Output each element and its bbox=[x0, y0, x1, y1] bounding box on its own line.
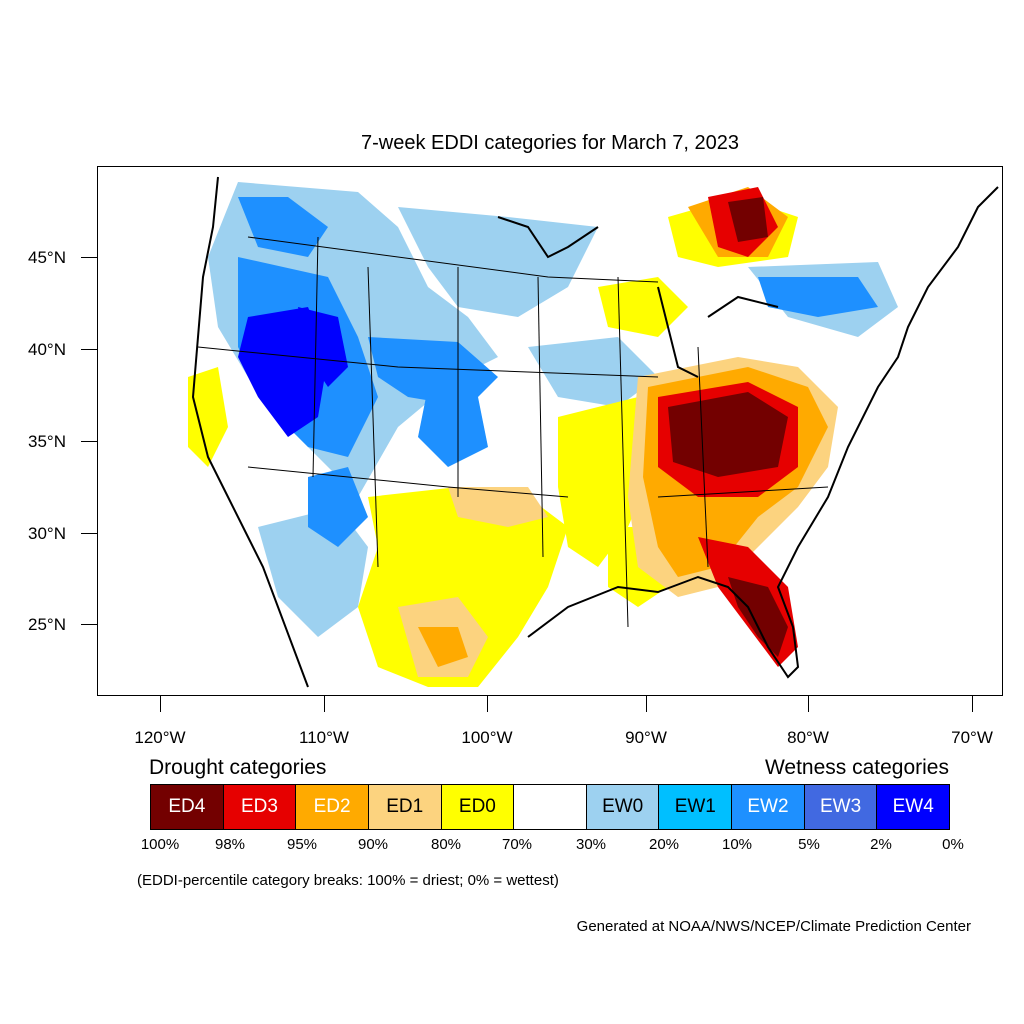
break-label: 20% bbox=[648, 836, 680, 853]
eddi-field bbox=[188, 182, 898, 687]
ed2-south-texas bbox=[418, 627, 468, 667]
break-label: 70% bbox=[501, 836, 533, 853]
lon-tick bbox=[160, 696, 161, 712]
lat-tick bbox=[81, 533, 97, 534]
break-label: 90% bbox=[357, 836, 389, 853]
map-title: 7-week EDDI categories for March 7, 2023 bbox=[361, 132, 739, 154]
ed4-ontario bbox=[728, 197, 768, 242]
lat-label-40: 40°N bbox=[28, 340, 66, 359]
category-colorbar: ED4 ED3 ED2 ED1 ED0 EW0 EW1 EW2 EW3 EW4 bbox=[150, 784, 950, 830]
ew2-wyoming bbox=[368, 337, 498, 407]
legend-swatch-normal bbox=[514, 785, 587, 829]
legend-label-ew3: EW3 bbox=[819, 796, 862, 817]
ed4-tennessee-kentucky bbox=[668, 392, 788, 477]
lon-label-80: 80°W bbox=[787, 728, 829, 747]
ew2-northeast bbox=[758, 277, 878, 317]
legend-swatch-ed0: ED0 bbox=[441, 785, 515, 829]
legend-label-ed3: ED3 bbox=[240, 796, 278, 817]
legend-label-ed4: ED4 bbox=[168, 796, 206, 817]
lon-tick bbox=[487, 696, 488, 712]
break-label: 5% bbox=[798, 836, 820, 853]
legend-swatch-ed3: ED3 bbox=[223, 785, 297, 829]
break-label: 98% bbox=[214, 836, 246, 853]
great-lakes bbox=[497, 216, 779, 378]
legend-label-ed2: ED2 bbox=[313, 796, 351, 817]
state-boundaries bbox=[197, 236, 829, 628]
ew2-colorado bbox=[418, 387, 488, 467]
legend-label-ew4: EW4 bbox=[892, 796, 934, 817]
ew2-nw-coast bbox=[238, 197, 328, 257]
break-label: 95% bbox=[286, 836, 318, 853]
legend-swatch-ew3: EW3 bbox=[804, 785, 878, 829]
ed0-west-coast bbox=[188, 367, 228, 467]
legend-label-ew0: EW0 bbox=[602, 796, 644, 817]
lat-label-25: 25°N bbox=[28, 615, 66, 634]
lat-tick bbox=[81, 349, 97, 350]
lat-label-35: 35°N bbox=[28, 432, 66, 451]
ed4-florida bbox=[728, 577, 788, 657]
legend-swatch-ew0: EW0 bbox=[586, 785, 660, 829]
lon-tick bbox=[324, 696, 325, 712]
break-label: 80% bbox=[430, 836, 462, 853]
lat-tick bbox=[81, 257, 97, 258]
ew4-utah bbox=[298, 307, 348, 387]
break-label: 100% bbox=[140, 836, 180, 853]
lat-label-45: 45°N bbox=[28, 248, 66, 267]
ew0-northern-plains bbox=[398, 207, 598, 317]
legend-label-ed0: ED0 bbox=[458, 796, 496, 817]
lon-label-70: 70°W bbox=[951, 728, 993, 747]
lat-tick bbox=[81, 624, 97, 625]
lon-label-100: 100°W bbox=[461, 728, 513, 747]
pacific-coastline bbox=[191, 176, 309, 688]
legend-swatch-ed4: ED4 bbox=[151, 785, 224, 829]
legend-label-ed1: ED1 bbox=[386, 796, 424, 817]
lon-label-110: 110°W bbox=[299, 728, 349, 747]
lon-tick bbox=[646, 696, 647, 712]
lon-tick bbox=[808, 696, 809, 712]
legend-label-ew1: EW1 bbox=[674, 796, 716, 817]
legend-swatch-ed1: ED1 bbox=[368, 785, 442, 829]
legend-swatch-ew1: EW1 bbox=[659, 785, 733, 829]
break-label: 2% bbox=[870, 836, 892, 853]
lon-tick bbox=[972, 696, 973, 712]
map-panel bbox=[97, 166, 1003, 696]
break-label: 0% bbox=[942, 836, 964, 853]
legend-label-ew2: EW2 bbox=[747, 796, 789, 817]
legend-swatch-ed2: ED2 bbox=[296, 785, 369, 829]
break-label: 10% bbox=[721, 836, 753, 853]
ed0-michigan-up bbox=[598, 277, 688, 337]
credit-line: Generated at NOAA/NWS/NCEP/Climate Predi… bbox=[576, 918, 971, 935]
drought-categories-heading: Drought categories bbox=[149, 756, 327, 779]
gulf-coastline bbox=[527, 186, 999, 679]
ew2-az bbox=[308, 467, 368, 547]
lat-tick bbox=[81, 441, 97, 442]
coastlines bbox=[191, 176, 999, 688]
category-note: (EDDI-percentile category breaks: 100% =… bbox=[137, 872, 559, 889]
legend-swatch-ew2: EW2 bbox=[732, 785, 805, 829]
break-label: 30% bbox=[575, 836, 607, 853]
lat-label-30: 30°N bbox=[28, 524, 66, 543]
lon-label-120: 120°W bbox=[134, 728, 186, 747]
legend-swatch-ew4: EW4 bbox=[877, 785, 950, 829]
wetness-categories-heading: Wetness categories bbox=[764, 756, 949, 779]
ew0-great-lakes-north bbox=[528, 337, 658, 407]
eddi-map bbox=[98, 167, 1002, 695]
ed1-oklahoma bbox=[448, 487, 548, 527]
lon-label-90: 90°W bbox=[625, 728, 667, 747]
